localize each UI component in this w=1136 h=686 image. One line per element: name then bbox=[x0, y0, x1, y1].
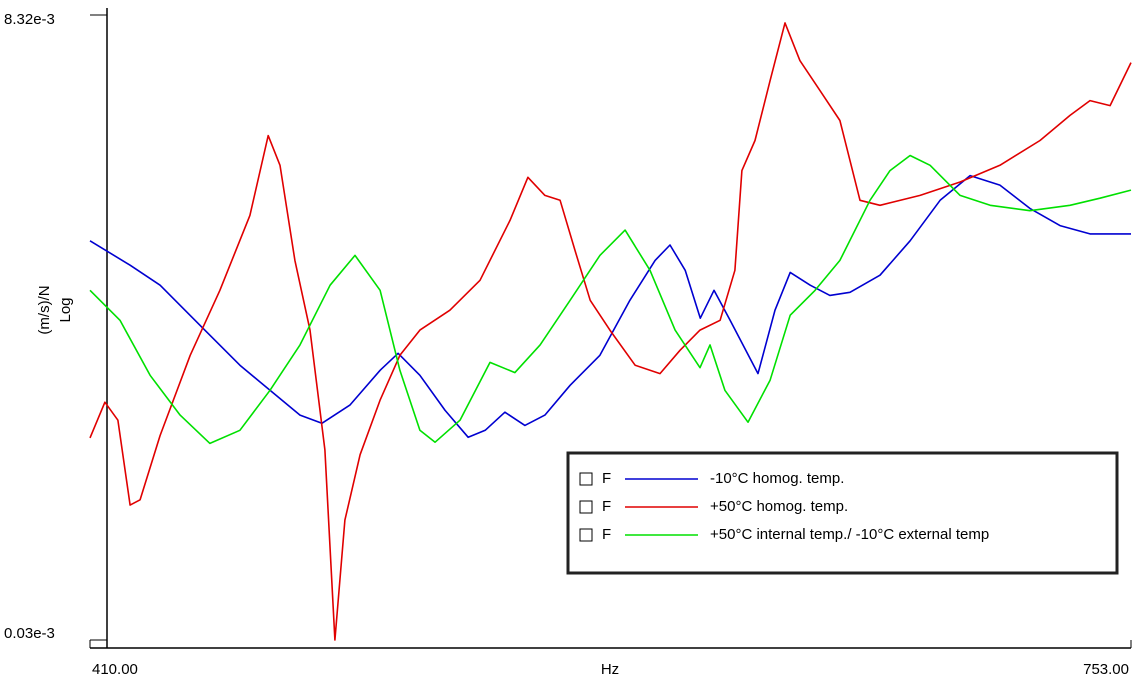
legend-box bbox=[566, 451, 1119, 575]
y-scale-label: Log bbox=[57, 297, 74, 322]
y-axis-title: (m/s)/N bbox=[36, 285, 53, 334]
x-tick-label: 753.00 bbox=[1083, 661, 1129, 678]
legend-label: -10°C homog. temp. bbox=[710, 470, 844, 487]
y-tick-label: 8.32e-3 bbox=[4, 11, 55, 28]
series-line bbox=[89, 154, 1132, 445]
legend-checkbox[interactable] bbox=[579, 472, 593, 486]
legend-prefix: F bbox=[602, 526, 611, 543]
legend-prefix: F bbox=[602, 498, 611, 515]
series-line bbox=[89, 22, 1132, 641]
legend-label: +50°C homog. temp. bbox=[710, 498, 848, 515]
x-axis-title: Hz bbox=[601, 661, 619, 678]
y-tick-label: 0.03e-3 bbox=[4, 625, 55, 642]
legend-prefix: F bbox=[602, 470, 611, 487]
legend-checkbox[interactable] bbox=[579, 500, 593, 514]
series-line bbox=[89, 174, 1131, 439]
legend-label: +50°C internal temp./ -10°C external tem… bbox=[710, 526, 989, 543]
legend-checkbox[interactable] bbox=[579, 528, 593, 542]
x-tick-label: 410.00 bbox=[92, 661, 138, 678]
